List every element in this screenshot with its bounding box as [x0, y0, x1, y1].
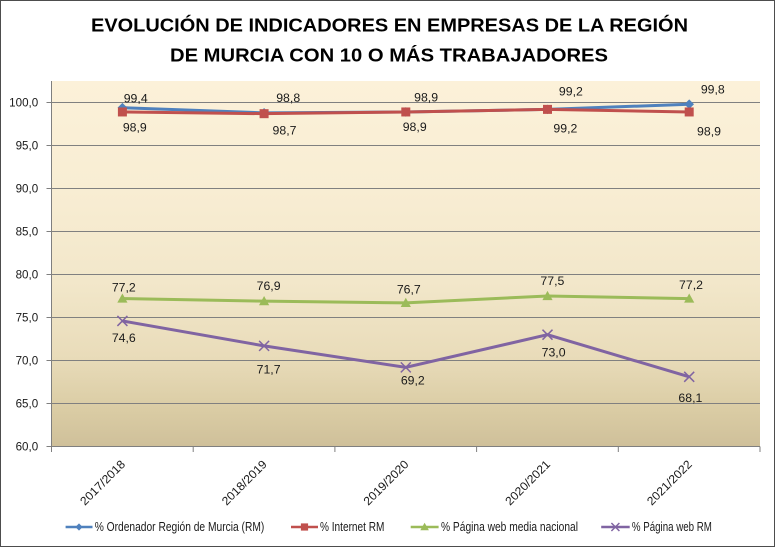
- svg-text:99,8: 99,8: [701, 83, 725, 97]
- svg-text:EVOLUCIÓN DE INDICADORES EN EM: EVOLUCIÓN DE INDICADORES EN EMPRESAS DE …: [91, 15, 688, 36]
- svg-text:65,0: 65,0: [16, 398, 39, 411]
- svg-text:99,4: 99,4: [124, 92, 148, 106]
- svg-text:98,9: 98,9: [414, 91, 438, 105]
- svg-text:77,2: 77,2: [679, 278, 703, 292]
- svg-text:80,0: 80,0: [16, 269, 39, 282]
- svg-text:85,0: 85,0: [16, 226, 39, 239]
- svg-text:98,9: 98,9: [403, 120, 427, 134]
- svg-text:71,7: 71,7: [257, 362, 281, 376]
- svg-text:DE MURCIA CON 10 O MÁS TRABAJA: DE MURCIA CON 10 O MÁS TRABAJADORES: [170, 44, 608, 65]
- svg-text:77,2: 77,2: [112, 281, 136, 295]
- svg-text:70,0: 70,0: [16, 355, 39, 368]
- svg-text:90,0: 90,0: [16, 183, 39, 196]
- svg-text:73,0: 73,0: [542, 346, 566, 360]
- svg-text:% Página web media nacional: % Página web media nacional: [441, 519, 578, 534]
- svg-text:60,0: 60,0: [16, 441, 39, 454]
- svg-text:% Ordenador Región de Murcia (: % Ordenador Región de Murcia (RM): [95, 519, 265, 534]
- svg-text:98,9: 98,9: [697, 124, 721, 138]
- svg-text:95,0: 95,0: [16, 140, 39, 153]
- svg-text:77,5: 77,5: [540, 274, 564, 288]
- svg-text:76,7: 76,7: [397, 282, 421, 296]
- svg-text:98,7: 98,7: [273, 123, 297, 137]
- svg-text:75,0: 75,0: [16, 312, 39, 325]
- svg-text:68,1: 68,1: [678, 391, 702, 405]
- svg-text:% Internet RM: % Internet RM: [320, 519, 384, 534]
- svg-text:100,0: 100,0: [9, 97, 38, 110]
- svg-text:74,6: 74,6: [112, 331, 136, 345]
- svg-text:99,2: 99,2: [559, 85, 583, 99]
- svg-text:99,2: 99,2: [553, 122, 577, 136]
- svg-text:76,9: 76,9: [257, 279, 281, 293]
- svg-text:% Página web RM: % Página web RM: [632, 519, 712, 534]
- svg-text:98,9: 98,9: [123, 120, 147, 134]
- svg-text:98,8: 98,8: [276, 91, 300, 105]
- svg-text:69,2: 69,2: [401, 374, 425, 388]
